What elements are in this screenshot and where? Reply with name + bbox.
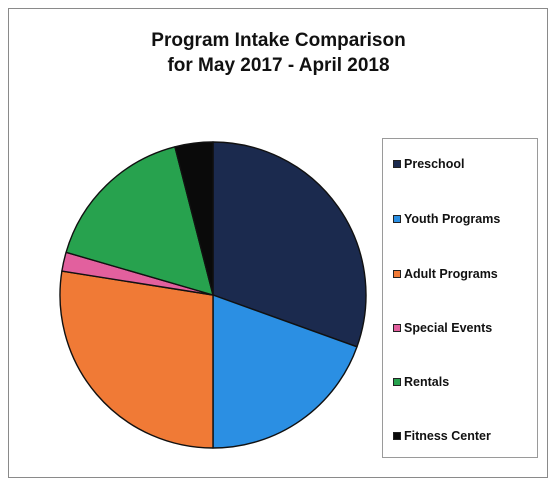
legend-swatch-fitness-center xyxy=(393,432,401,440)
legend-label-fitness-center: Fitness Center xyxy=(404,429,491,443)
legend-item-preschool: Preschool xyxy=(393,157,464,171)
legend-swatch-preschool xyxy=(393,160,401,168)
legend-item-fitness-center: Fitness Center xyxy=(393,429,491,443)
legend-item-special-events: Special Events xyxy=(393,321,492,335)
pie-slice-adult-programs xyxy=(59,270,214,449)
chart-title: Program Intake Comparison xyxy=(151,30,406,51)
legend-label-rentals: Rentals xyxy=(404,375,450,389)
legend-label-special-events: Special Events xyxy=(404,321,493,335)
legend-swatch-rentals xyxy=(393,378,401,386)
pie-slice-fitness-center xyxy=(174,141,214,296)
chart-legend: Preschool Youth Programs Adult Programs … xyxy=(382,138,538,458)
legend-swatch-youth-programs xyxy=(393,215,401,223)
legend-label-youth-programs: Youth Programs xyxy=(404,212,501,226)
legend-item-adult-programs: Adult Programs xyxy=(393,267,498,281)
legend-swatch-special-events xyxy=(393,324,401,332)
legend-item-rentals: Rentals xyxy=(393,375,449,389)
legend-label-preschool: Preschool xyxy=(404,157,465,171)
pie-slice-rentals xyxy=(65,146,214,296)
chart-title-block: Program Intake Comparison for May 2017 -… xyxy=(0,28,557,78)
legend-swatch-adult-programs xyxy=(393,270,401,278)
legend-label-adult-programs: Adult Programs xyxy=(404,267,498,281)
legend-item-youth-programs: Youth Programs xyxy=(393,212,500,226)
chart-subtitle: for May 2017 - April 2018 xyxy=(167,55,390,76)
pie-slice-preschool xyxy=(212,141,367,348)
pie-slice-youth-programs xyxy=(212,294,358,449)
